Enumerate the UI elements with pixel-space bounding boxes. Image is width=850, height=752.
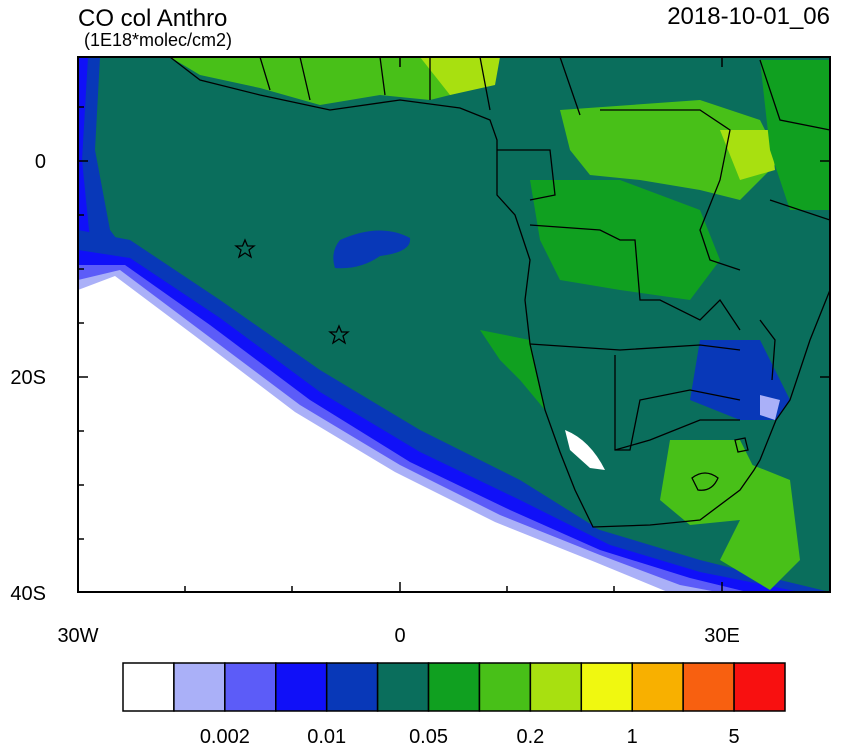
map-field — [78, 57, 830, 592]
colorbar-box — [376, 662, 430, 712]
colorbar-box — [275, 662, 328, 712]
colorbar-box — [733, 662, 786, 712]
colorbar-label: 5 — [729, 726, 740, 747]
units: (1E18*molec/cm2) — [84, 30, 232, 50]
colorbar-label: 1 — [627, 726, 638, 747]
title: CO col Anthro — [78, 5, 227, 32]
x-tick-label: 0 — [394, 625, 405, 647]
date: 2018-10-01_06 — [667, 3, 830, 30]
colorbar-label: 0.002 — [200, 726, 250, 747]
y-tick-label: 40S — [10, 583, 46, 605]
y-tick-label: 20S — [10, 367, 46, 389]
colorbar-label: 0.01 — [307, 726, 346, 747]
colorbar-label: 0.05 — [409, 726, 448, 747]
colorbar-box — [427, 662, 481, 712]
plot-frame — [77, 56, 831, 593]
colorbar-box — [580, 662, 633, 712]
colorbar-box — [478, 662, 532, 712]
colorbar-box — [224, 662, 277, 712]
colorbar-box — [325, 662, 379, 712]
colorbar-box — [631, 662, 684, 712]
colorbar-box — [682, 662, 735, 712]
axis-ticks — [78, 57, 830, 592]
x-tick-label: 30W — [57, 625, 98, 647]
colorbar: 0.002 0.01 0.05 0.2 1 5 — [122, 662, 786, 748]
x-tick-label: 30E — [704, 625, 740, 647]
colorbar-box — [122, 662, 175, 712]
y-tick-label: 0 — [35, 151, 46, 173]
colorbar-box — [529, 662, 583, 712]
station-marker — [234, 238, 350, 345]
colorbar-box — [173, 662, 226, 712]
colorbar-label: 0.2 — [516, 726, 544, 747]
